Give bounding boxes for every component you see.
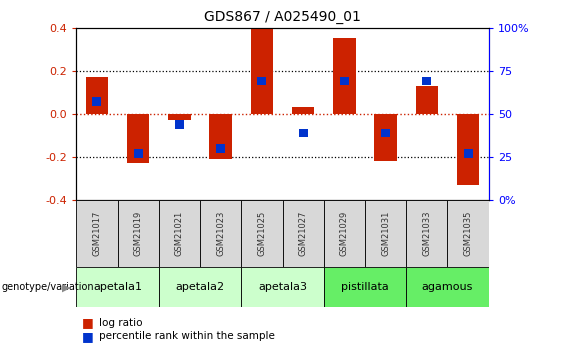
Text: GSM21033: GSM21033 [423, 211, 431, 256]
Text: apetala3: apetala3 [258, 282, 307, 292]
Bar [133, 149, 143, 158]
Text: GSM21029: GSM21029 [340, 211, 349, 256]
Text: GSM21023: GSM21023 [216, 211, 225, 256]
Bar [292, 107, 315, 114]
Bar [159, 200, 200, 267]
Bar [365, 200, 406, 267]
Bar [457, 114, 480, 185]
Text: GSM21027: GSM21027 [299, 211, 307, 256]
Bar [76, 200, 118, 267]
Bar [422, 77, 432, 86]
Text: percentile rank within the sample: percentile rank within the sample [99, 332, 275, 341]
Text: apetala2: apetala2 [176, 282, 224, 292]
Text: GSM21035: GSM21035 [464, 211, 472, 256]
Bar [118, 200, 159, 267]
Bar [76, 267, 159, 307]
Bar [209, 114, 232, 159]
Bar [381, 129, 390, 137]
Bar [298, 129, 308, 137]
Bar [175, 120, 184, 129]
Bar [374, 114, 397, 161]
Bar [406, 267, 489, 307]
Text: pistillata: pistillata [341, 282, 389, 292]
Bar [333, 38, 356, 114]
Text: GSM21019: GSM21019 [134, 211, 142, 256]
Bar [282, 200, 324, 267]
Bar [415, 86, 438, 114]
Bar [447, 200, 489, 267]
Bar [168, 114, 191, 120]
Bar [200, 200, 241, 267]
Text: GSM21031: GSM21031 [381, 211, 390, 256]
Bar [324, 200, 365, 267]
Bar [250, 28, 273, 114]
Title: GDS867 / A025490_01: GDS867 / A025490_01 [204, 10, 361, 24]
Bar [257, 77, 267, 86]
Bar [463, 149, 473, 158]
Text: agamous: agamous [422, 282, 473, 292]
Bar [92, 98, 102, 106]
Bar [216, 144, 225, 152]
Text: log ratio: log ratio [99, 318, 142, 327]
Text: genotype/variation: genotype/variation [1, 282, 94, 292]
Bar [159, 267, 241, 307]
Bar [340, 77, 349, 86]
Text: apetala1: apetala1 [93, 282, 142, 292]
Text: GSM21025: GSM21025 [258, 211, 266, 256]
Bar [241, 200, 282, 267]
Bar [85, 77, 108, 114]
Text: GSM21021: GSM21021 [175, 211, 184, 256]
Text: ■: ■ [82, 330, 94, 343]
Text: ■: ■ [82, 316, 94, 329]
Bar [241, 267, 324, 307]
Bar [127, 114, 150, 164]
Text: ▶: ▶ [62, 282, 71, 292]
Text: GSM21017: GSM21017 [93, 211, 101, 256]
Bar [324, 267, 406, 307]
Bar [406, 200, 447, 267]
